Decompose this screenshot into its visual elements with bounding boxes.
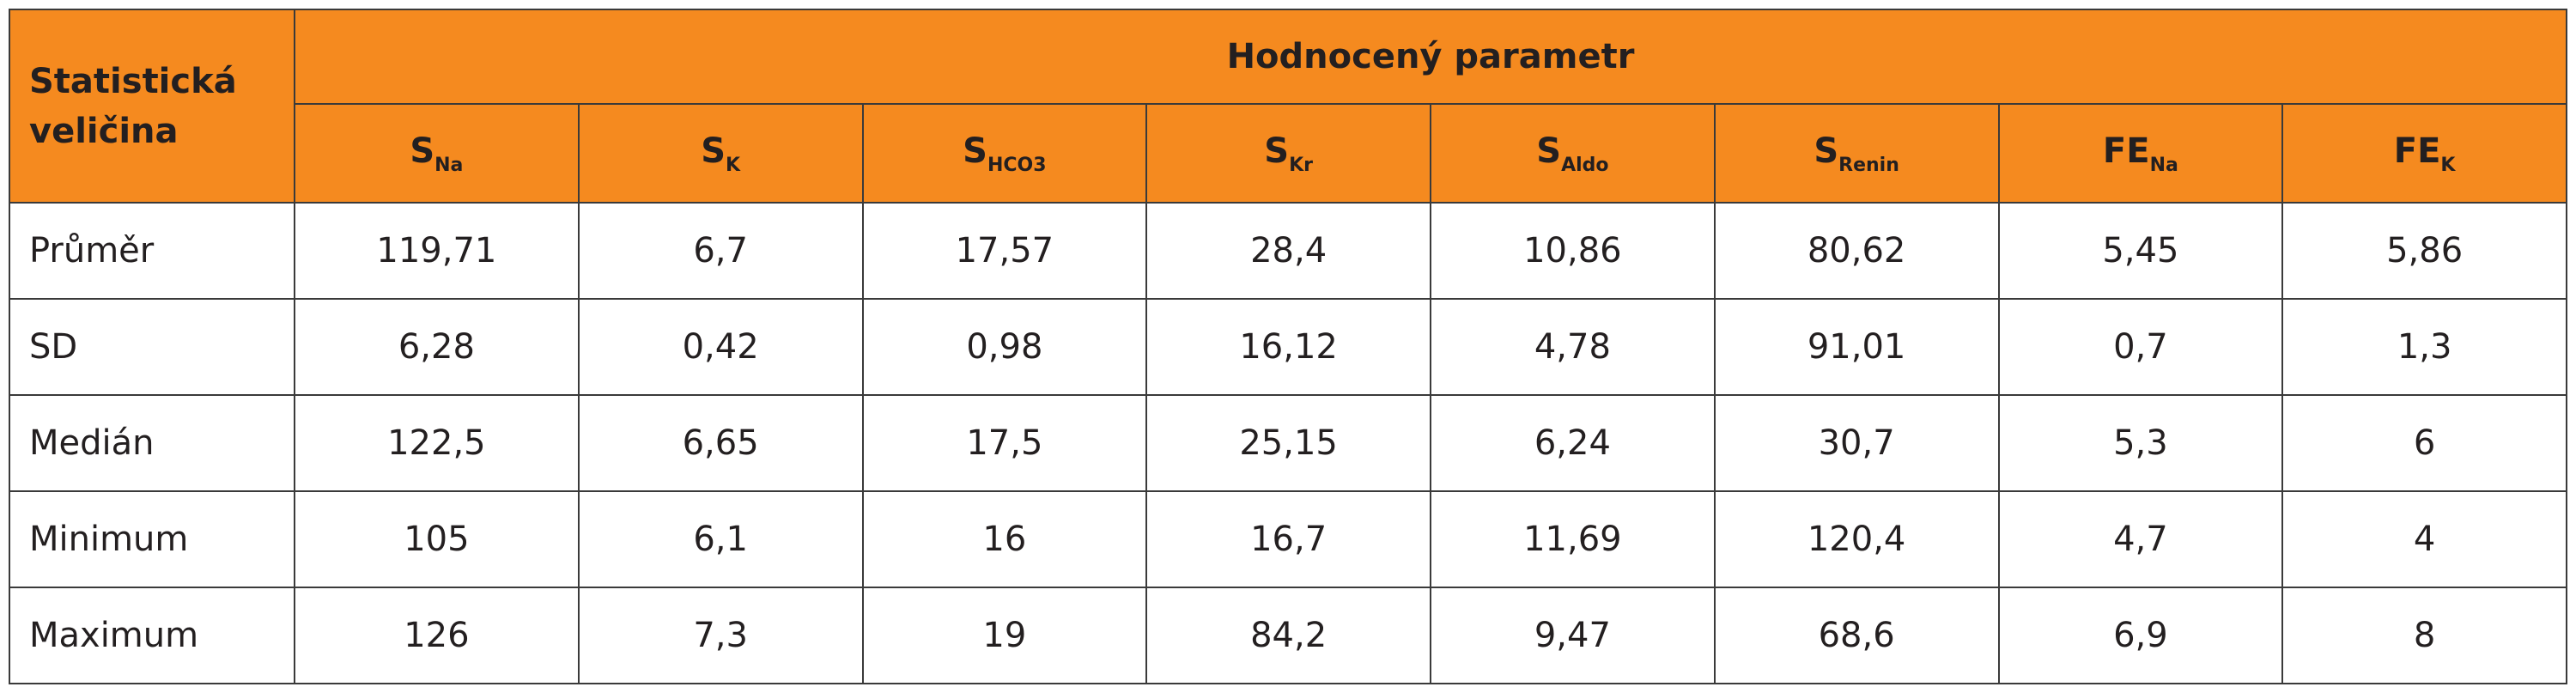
table-body: Průměr 119,71 6,7 17,57 28,4 10,86 80,62 5,45 5,… bbox=[9, 202, 2567, 684]
column-subscript: Aldo bbox=[1561, 154, 1609, 176]
data-row: Maximum 126 7,3 19 84,2 9,47 68,6 6,9 8 bbox=[9, 587, 2567, 684]
cell: 10,86 bbox=[1430, 202, 1716, 300]
cell: 11,69 bbox=[1430, 490, 1716, 588]
cell: 6,24 bbox=[1430, 394, 1716, 492]
group-header: Hodnocený parametr bbox=[294, 9, 2567, 105]
cell: 122,5 bbox=[294, 394, 580, 492]
cell: 6,28 bbox=[294, 298, 580, 396]
column-subscript: Na bbox=[2149, 154, 2178, 176]
column-subscript: K bbox=[2440, 154, 2456, 176]
header-row: Statistická veličina Hodnocený parametr bbox=[9, 9, 2567, 204]
cell: 105 bbox=[294, 490, 580, 588]
data-row: Medián 122,5 6,65 17,5 25,15 6,24 30,7 5,3 6 bbox=[9, 394, 2567, 492]
column-header: SKr bbox=[1145, 103, 1431, 204]
column-subscript: HCO3 bbox=[987, 154, 1047, 176]
column-header: FEK bbox=[2281, 103, 2567, 204]
cell: 6,1 bbox=[577, 490, 864, 588]
column-header-row: SNa SK SHCO3 SKr SAldo SRenin FENa FEK bbox=[9, 103, 2567, 204]
column-header: SRenin bbox=[1713, 103, 2000, 204]
cell: 19 bbox=[861, 587, 1148, 684]
cell: 5,86 bbox=[2281, 202, 2567, 300]
cell: 5,3 bbox=[1997, 394, 2284, 492]
cell: 4 bbox=[2281, 490, 2567, 588]
column-symbol: FE bbox=[2102, 131, 2150, 171]
cell: 8 bbox=[2281, 587, 2567, 684]
column-header: SHCO3 bbox=[861, 103, 1148, 204]
stats-table: Statistická veličina Hodnocený parametr … bbox=[9, 9, 2567, 684]
column-subscript: K bbox=[726, 154, 741, 176]
data-row: Průměr 119,71 6,7 17,57 28,4 10,86 80,62 5,45 5,… bbox=[9, 202, 2567, 300]
cell: 4,78 bbox=[1430, 298, 1716, 396]
row-label: Medián bbox=[9, 394, 295, 492]
cell: 6,65 bbox=[577, 394, 864, 492]
column-symbol: S bbox=[1264, 131, 1290, 171]
cell: 119,71 bbox=[294, 202, 580, 300]
cell: 16,7 bbox=[1145, 490, 1431, 588]
cell: 25,15 bbox=[1145, 394, 1431, 492]
cell: 5,45 bbox=[1997, 202, 2284, 300]
row-label: Minimum bbox=[9, 490, 295, 588]
cell: 120,4 bbox=[1713, 490, 2000, 588]
row-label: Průměr bbox=[9, 202, 295, 300]
cell: 16,12 bbox=[1145, 298, 1431, 396]
cell: 30,7 bbox=[1713, 394, 2000, 492]
cell: 6,7 bbox=[577, 202, 864, 300]
cell: 68,6 bbox=[1713, 587, 2000, 684]
column-header: FENa bbox=[1997, 103, 2284, 204]
column-subscript: Renin bbox=[1838, 154, 1899, 176]
cell: 84,2 bbox=[1145, 587, 1431, 684]
data-row: Minimum 105 6,1 16 16,7 11,69 120,4 4,7 4 bbox=[9, 490, 2567, 588]
cell: 80,62 bbox=[1713, 202, 2000, 300]
cell: 0,42 bbox=[577, 298, 864, 396]
cell: 6 bbox=[2281, 394, 2567, 492]
column-subscript: Na bbox=[434, 154, 464, 176]
cell: 17,5 bbox=[861, 394, 1148, 492]
corner-header: Statistická veličina bbox=[9, 9, 295, 204]
column-header: SNa bbox=[294, 103, 580, 204]
cell: 1,3 bbox=[2281, 298, 2567, 396]
cell: 126 bbox=[294, 587, 580, 684]
row-label: SD bbox=[9, 298, 295, 396]
column-symbol: S bbox=[1536, 131, 1562, 171]
cell: 0,98 bbox=[861, 298, 1148, 396]
cell: 6,9 bbox=[1997, 587, 2284, 684]
cell: 9,47 bbox=[1430, 587, 1716, 684]
column-symbol: S bbox=[1814, 131, 1839, 171]
cell: 16 bbox=[861, 490, 1148, 588]
column-header: SK bbox=[577, 103, 864, 204]
column-symbol: S bbox=[410, 131, 435, 171]
cell: 17,57 bbox=[861, 202, 1148, 300]
data-row: SD 6,28 0,42 0,98 16,12 4,78 91,01 0,7 1,3 bbox=[9, 298, 2567, 396]
column-header: SAldo bbox=[1430, 103, 1716, 204]
column-symbol: S bbox=[963, 131, 987, 171]
cell: 7,3 bbox=[577, 587, 864, 684]
column-symbol: FE bbox=[2393, 131, 2441, 171]
table-head: Statistická veličina Hodnocený parametr … bbox=[9, 9, 2567, 204]
row-label: Maximum bbox=[9, 587, 295, 684]
column-subscript: Kr bbox=[1289, 154, 1313, 176]
column-symbol: S bbox=[701, 131, 726, 171]
cell: 4,7 bbox=[1997, 490, 2284, 588]
cell: 28,4 bbox=[1145, 202, 1431, 300]
cell: 91,01 bbox=[1713, 298, 2000, 396]
cell: 0,7 bbox=[1997, 298, 2284, 396]
